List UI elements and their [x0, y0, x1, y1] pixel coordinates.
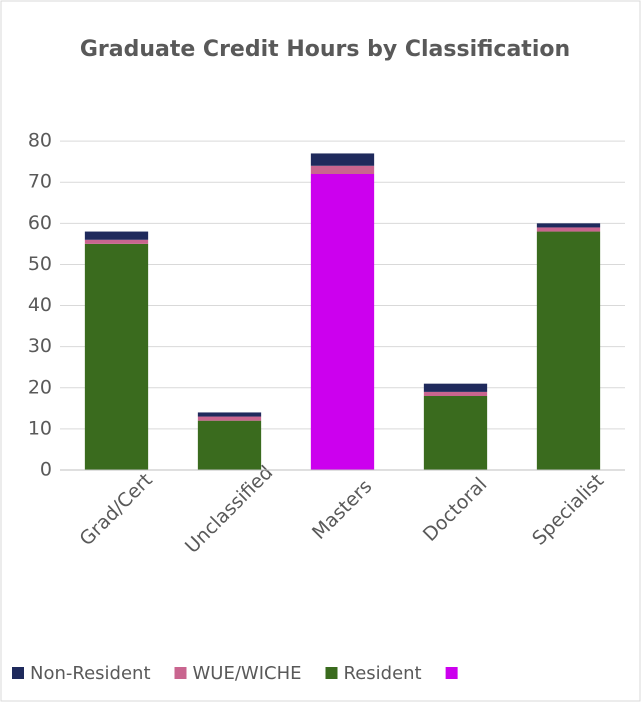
legend-swatch — [174, 667, 187, 679]
bar-segment — [310, 174, 375, 470]
legend-label: Resident — [344, 663, 422, 684]
bar-segment — [84, 231, 149, 240]
y-tick-label: 60 — [28, 212, 52, 234]
legend-label: Non-Resident — [30, 663, 151, 684]
y-tick-label: 40 — [28, 294, 52, 316]
bar-segment — [197, 412, 262, 417]
y-tick-label: 0 — [40, 459, 52, 481]
bar-segment — [84, 243, 149, 470]
bar-segment — [536, 231, 601, 470]
y-tick-label: 50 — [28, 253, 52, 275]
bar-segment — [310, 153, 375, 166]
bar-segment — [536, 223, 601, 228]
y-tick-label: 10 — [28, 417, 52, 439]
chart-title: Graduate Credit Hours by Classification — [80, 37, 570, 62]
bar-segment — [310, 165, 375, 174]
bar-segment — [197, 420, 262, 470]
legend-swatch — [445, 667, 458, 679]
bar-segment — [536, 227, 601, 232]
bar-segment — [423, 391, 488, 396]
legend-swatch — [12, 667, 24, 679]
bar-segment — [423, 383, 488, 392]
y-tick-label: 70 — [28, 171, 52, 193]
bar-segment — [197, 416, 262, 421]
bar-segment — [423, 396, 488, 470]
bar-segment — [84, 239, 149, 244]
y-tick-label: 20 — [28, 376, 52, 398]
legend-label: WUE/WICHE — [193, 663, 302, 684]
y-tick-label: 30 — [28, 335, 52, 357]
y-tick-label: 80 — [28, 130, 52, 152]
legend-swatch — [325, 667, 338, 679]
